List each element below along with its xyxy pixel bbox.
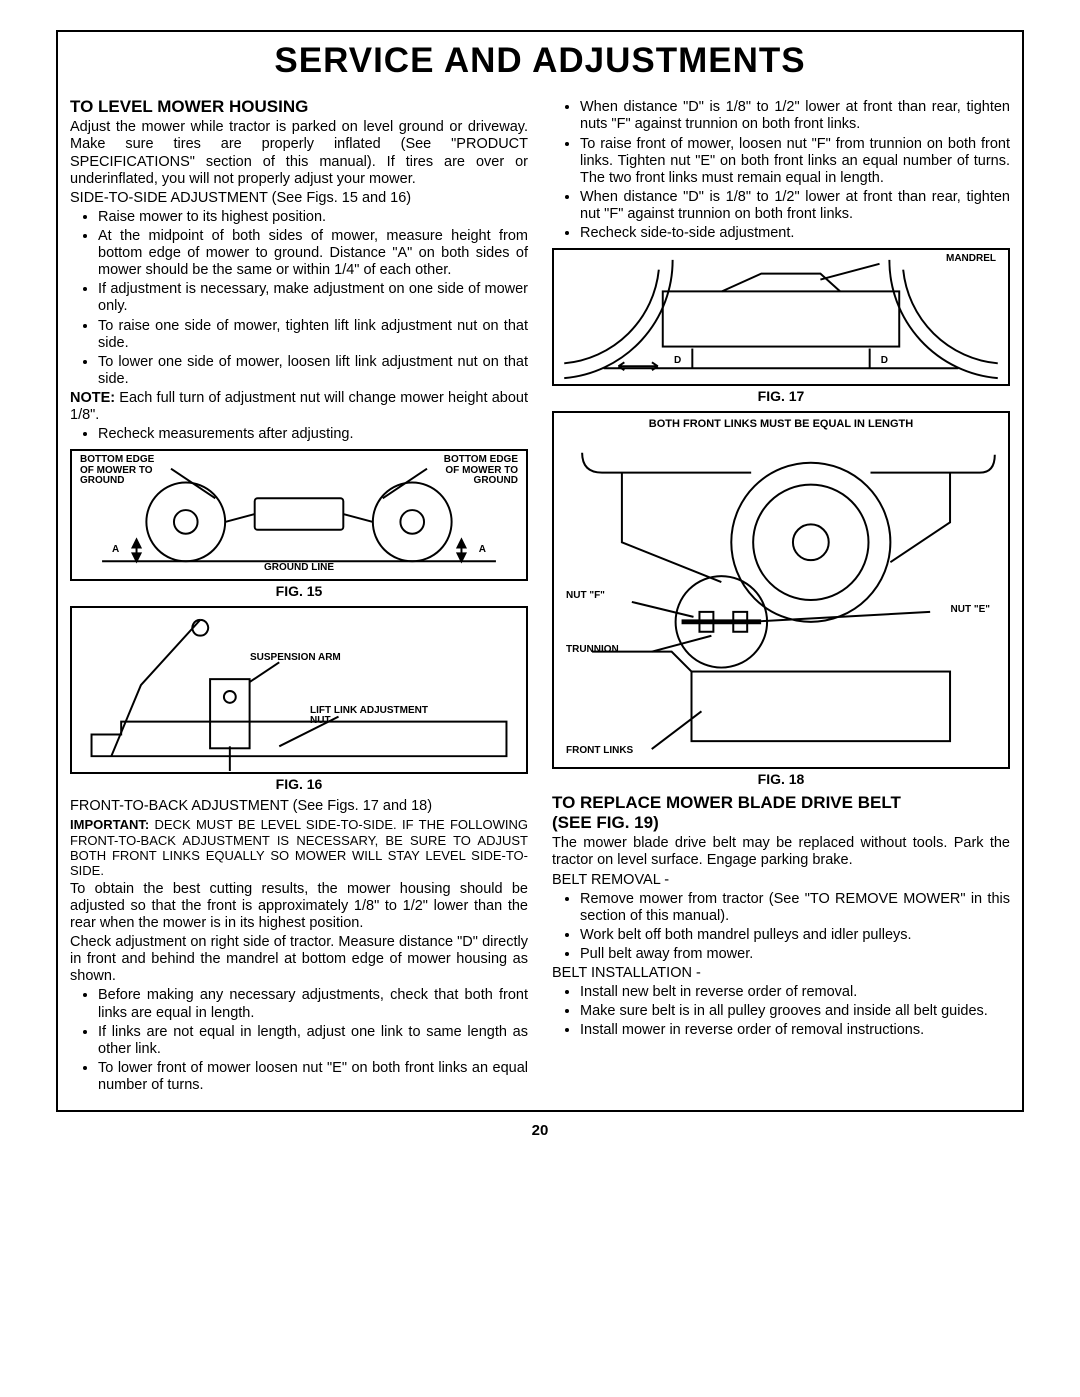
belt-intro-paragraph: The mower blade drive belt may be replac… — [552, 835, 1010, 869]
fig16-susp-label: SUSPENSION ARM — [250, 653, 341, 664]
figure-15: BOTTOM EDGE OF MOWER TO GROUND BOTTOM ED… — [70, 449, 528, 581]
fig17-D-right: D — [881, 356, 888, 367]
list-item: When distance "D" is 1/8" to 1/2" lower … — [580, 189, 1010, 223]
obtain-paragraph: To obtain the best cutting results, the … — [70, 881, 528, 932]
fig18-nutF-label: NUT "F" — [566, 591, 605, 602]
list-item: Before making any necessary adjustments,… — [98, 987, 528, 1021]
figure-16-svg — [72, 608, 526, 772]
list-item: When distance "D" is 1/8" to 1/2" lower … — [580, 99, 1010, 133]
fig17-mandrel-label: MANDREL — [946, 254, 996, 265]
important-paragraph: IMPORTANT: DECK MUST BE LEVEL SIDE-TO-SI… — [70, 817, 528, 878]
page-border: Service And Adjustments To Level Mower H… — [56, 30, 1024, 1112]
list-item: Install mower in reverse order of remova… — [580, 1022, 1010, 1039]
note-paragraph: NOTE: Each full turn of adjustment nut w… — [70, 390, 528, 424]
belt-install-list: Install new belt in reverse order of rem… — [552, 984, 1010, 1039]
page-number: 20 — [56, 1112, 1024, 1140]
list-item: Raise mower to its highest position. — [98, 209, 528, 226]
front-adjust-heading: FRONT-TO-BACK ADJUSTMENT (See Figs. 17 a… — [70, 798, 528, 815]
figure-16: SUSPENSION ARM LIFT LINK ADJUSTMENT NUT — [70, 606, 528, 774]
fig18-top-label: BOTH FRONT LINKS MUST BE EQUAL IN LENGTH — [554, 419, 1008, 431]
fig17-D-left: D — [674, 356, 681, 367]
figure-17: MANDREL D D — [552, 248, 1010, 386]
note-label: NOTE: — [70, 390, 115, 406]
fig15-label-right: BOTTOM EDGE OF MOWER TO GROUND — [428, 455, 518, 487]
list-item: To lower one side of mower, loosen lift … — [98, 354, 528, 388]
side-adjust-list: Raise mower to its highest position. At … — [70, 209, 528, 388]
belt-install-heading: BELT INSTALLATION - — [552, 965, 1010, 982]
figure-18-svg — [554, 413, 1008, 767]
list-item: Recheck measurements after adjusting. — [98, 426, 528, 443]
fig18-trunnion-label: TRUNNION — [566, 645, 619, 656]
heading-line2: (See Fig. 19) — [552, 813, 659, 832]
list-item: If links are not equal in length, adjust… — [98, 1024, 528, 1058]
important-label: IMPORTANT: — [70, 817, 149, 832]
list-item: Make sure belt is in all pulley grooves … — [580, 1003, 1010, 1020]
list-item: Remove mower from tractor (See "TO REMOV… — [580, 891, 1010, 925]
section-heading-level-mower: To Level Mower Housing — [70, 97, 528, 117]
side-adjust-heading: SIDE-TO-SIDE ADJUSTMENT (See Figs. 15 an… — [70, 190, 528, 207]
fig15-A-left: A — [112, 545, 119, 556]
list-item: Pull belt away from mower. — [580, 946, 1010, 963]
section-heading-replace-belt: TO REPLACE MOWER BLADE DRIVE BELT (See F… — [552, 793, 1010, 833]
left-column: To Level Mower Housing Adjust the mower … — [70, 91, 528, 1096]
fig18-frontlinks-label: FRONT LINKS — [566, 746, 633, 757]
fig16-caption: FIG. 16 — [70, 776, 528, 793]
intro-paragraph: Adjust the mower while tractor is parked… — [70, 119, 528, 187]
check-paragraph: Check adjustment on right side of tracto… — [70, 934, 528, 985]
list-item: To lower front of mower loosen nut "E" o… — [98, 1060, 528, 1094]
right-column: When distance "D" is 1/8" to 1/2" lower … — [552, 91, 1010, 1096]
two-column-layout: To Level Mower Housing Adjust the mower … — [58, 91, 1022, 1110]
belt-removal-list: Remove mower from tractor (See "TO REMOV… — [552, 891, 1010, 963]
list-item: Work belt off both mandrel pulleys and i… — [580, 927, 1010, 944]
recheck-list: Recheck measurements after adjusting. — [70, 426, 528, 443]
fig15-label-left: BOTTOM EDGE OF MOWER TO GROUND — [80, 455, 170, 487]
figure-17-svg — [554, 250, 1008, 384]
continuation-list: When distance "D" is 1/8" to 1/2" lower … — [552, 99, 1010, 242]
list-item: At the midpoint of both sides of mower, … — [98, 228, 528, 279]
fig15-caption: FIG. 15 — [70, 583, 528, 600]
fig17-caption: FIG. 17 — [552, 388, 1010, 405]
page-title: Service And Adjustments — [58, 32, 1022, 91]
list-item: If adjustment is necessary, make adjustm… — [98, 281, 528, 315]
fig18-caption: FIG. 18 — [552, 771, 1010, 788]
note-text: Each full turn of adjustment nut will ch… — [70, 390, 528, 423]
figure-18: BOTH FRONT LINKS MUST BE EQUAL IN LENGTH — [552, 411, 1010, 769]
fig16-lift-label: LIFT LINK ADJUSTMENT NUT — [310, 706, 430, 727]
fig15-ground-line: GROUND LINE — [72, 563, 526, 574]
fig15-A-right: A — [479, 545, 486, 556]
heading-line1: TO REPLACE MOWER BLADE DRIVE BELT — [552, 793, 901, 812]
list-item: To raise front of mower, loosen nut "F" … — [580, 136, 1010, 187]
list-item: Install new belt in reverse order of rem… — [580, 984, 1010, 1001]
front-adjust-list: Before making any necessary adjustments,… — [70, 987, 528, 1094]
fig18-nutE-label: NUT "E" — [951, 605, 990, 616]
list-item: To raise one side of mower, tighten lift… — [98, 318, 528, 352]
list-item: Recheck side-to-side adjustment. — [580, 225, 1010, 242]
belt-removal-heading: BELT REMOVAL - — [552, 872, 1010, 889]
